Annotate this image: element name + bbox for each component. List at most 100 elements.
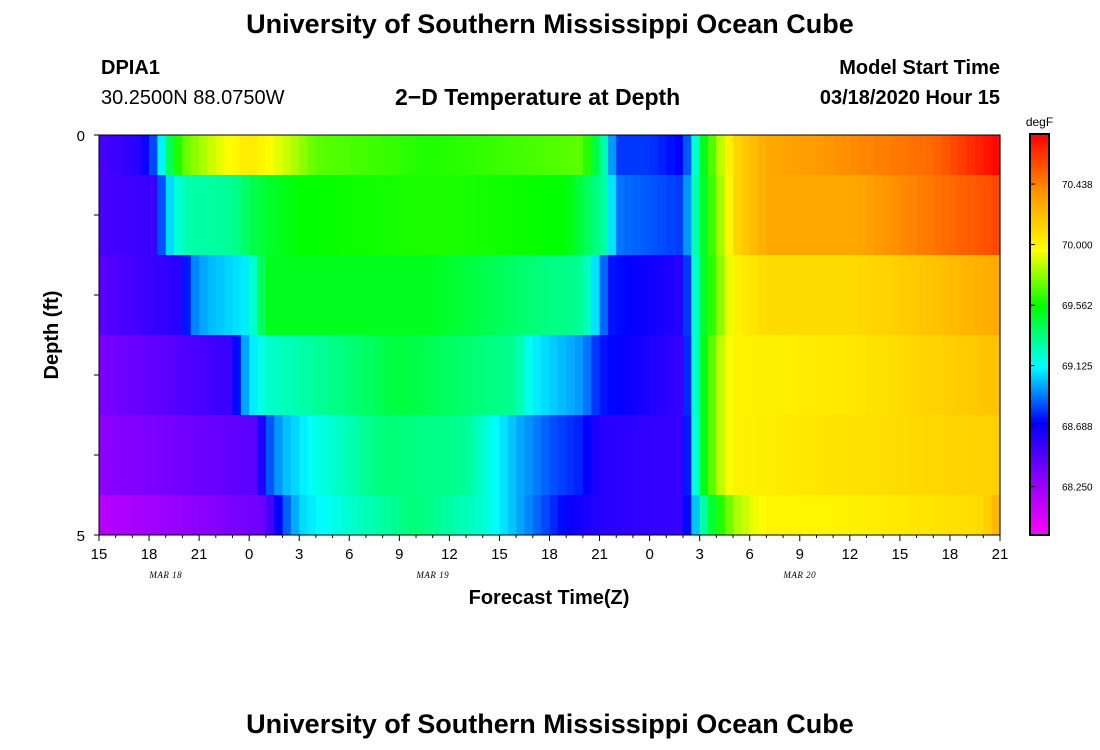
heatmap-cell [891,495,901,535]
heatmap-cell [799,135,809,175]
heatmap-cell [699,415,709,495]
heatmap-cell [733,255,742,335]
heatmap-cell [124,175,133,255]
heatmap-cell [332,415,342,495]
heatmap-cell [582,255,592,335]
heatmap-cell [849,175,859,255]
heatmap-cell [632,415,642,495]
heatmap-cell [232,495,242,535]
heatmap-cell [799,335,809,415]
heatmap-cell [507,255,517,335]
x-tick-label: 12 [841,546,858,563]
heatmap-cell [382,415,392,495]
heatmap-cell [966,495,976,535]
heatmap-cell [482,135,492,175]
colorbar-tick-label: 70.000 [1062,241,1093,252]
heatmap-cell [908,175,918,255]
heatmap-cell [541,135,551,175]
heatmap-cell [941,135,951,175]
heatmap-cell [499,135,509,175]
heatmap-cell [599,415,609,495]
heatmap-cell [299,335,309,415]
heatmap-cell [432,415,442,495]
heatmap-cell [574,495,584,535]
heatmap-cell [716,175,726,255]
heatmap-cell [274,495,284,535]
heatmap-cell [466,135,476,175]
heatmap-cell [132,495,142,535]
heatmap-cell [282,335,292,415]
heatmap-cell [399,495,409,535]
heatmap-cell [874,255,884,335]
heatmap-cell [849,255,859,335]
heatmap-cell [682,415,692,495]
heatmap-cell [791,135,801,175]
heatmap-cell [682,175,692,255]
heatmap-cell [758,495,767,535]
heatmap-cell [666,175,676,255]
heatmap-cell [340,335,350,415]
heatmap-cell [507,135,517,175]
heatmap-cell [641,175,651,255]
heatmap-cell [449,255,459,335]
heatmap-cell [974,135,984,175]
heatmap-cell [215,135,225,175]
heatmap-cell [307,335,317,415]
heatmap-cell [274,335,284,415]
heatmap-cell [99,415,108,495]
heatmap-cell [666,255,676,335]
heatmap-cell [107,495,117,535]
heatmap-cell [624,335,634,415]
heatmap-cell [174,495,184,535]
heatmap-cell [491,415,501,495]
heatmap-cell [783,495,793,535]
heatmap-cell [607,175,617,255]
heatmap-cell [716,495,726,535]
heatmap-cell [916,415,926,495]
heatmap-cell [557,255,567,335]
heatmap-cell [349,255,359,335]
heatmap-cell [249,175,259,255]
heatmap-cell [249,255,259,335]
heatmap-cell [107,175,117,255]
heatmap-cell [224,495,234,535]
heatmap-cell [549,495,559,535]
heatmap-cell [374,335,384,415]
heatmap-cell [691,335,701,415]
heatmap-cell [574,175,584,255]
heatmap-cell [441,255,450,335]
heatmap-cell [766,335,776,415]
heatmap-cell [115,255,125,335]
heatmap-cell [482,175,492,255]
heatmap-cell [124,255,133,335]
heatmap-cell [891,415,901,495]
heatmap-cell [974,255,984,335]
heatmap-cell [791,175,801,255]
heatmap-cell [716,415,726,495]
heatmap-cell [390,175,400,255]
heatmap-cell [240,335,250,415]
heatmap-cell [758,335,767,415]
heatmap-cell [899,135,909,175]
heatmap-cell [733,175,742,255]
heatmap-cell [115,415,125,495]
heatmap-cell [841,135,851,175]
heatmap-cell [499,255,509,335]
heatmap-cell [841,175,851,255]
heatmap-cell [699,135,709,175]
heatmap-cell [874,135,884,175]
heatmap-cell [557,335,567,415]
heatmap-cell [724,255,734,335]
heatmap-cell [624,495,634,535]
heatmap-cell [449,135,459,175]
heatmap-cell [933,135,943,175]
x-tick-label: 9 [796,546,804,563]
x-tick-label: 3 [695,546,703,563]
heatmap-cell [340,175,350,255]
heatmap-cell [249,335,259,415]
heatmap-cell [983,135,993,175]
heatmap-cell [524,175,534,255]
x-tick-label: 18 [541,546,558,563]
heatmap-cell [708,175,717,255]
